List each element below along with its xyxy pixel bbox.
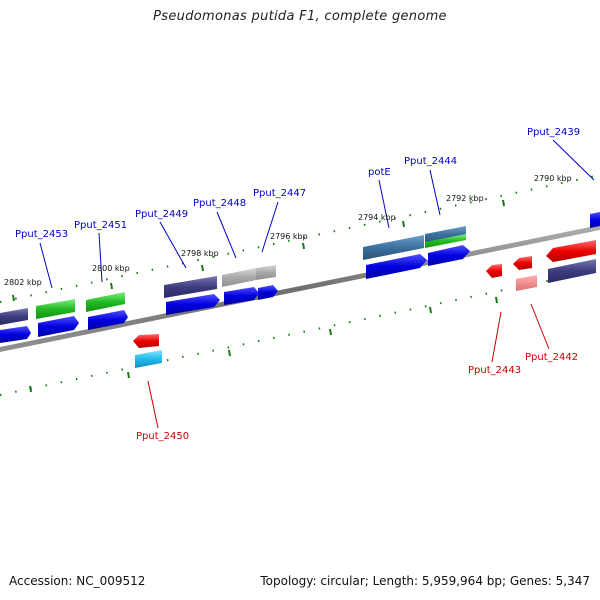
- map-title: Pseudomonas putida F1, complete genome: [153, 9, 447, 24]
- genome-backbone: [0, 225, 600, 352]
- feature-green-2444: [425, 234, 466, 248]
- gene-label-pput-2444[interactable]: Pput_2444: [404, 156, 457, 167]
- feature-green-2453: [36, 299, 75, 319]
- gene-labels: Pput_2453 Pput_2451 Pput_2449 Pput_2448 …: [15, 127, 580, 442]
- feature-pink-2442: [516, 275, 537, 291]
- cds-pput-2454: [0, 326, 31, 343]
- feature-steel-2444: [425, 226, 466, 243]
- cds-pput-2447: [258, 285, 278, 300]
- tick-label-2796: 2796 kbp: [270, 232, 308, 241]
- gene-label-pput-2442[interactable]: Pput_2442: [525, 352, 578, 363]
- tick-label-2792: 2792 kbp: [446, 194, 484, 203]
- cds-pote: [366, 254, 427, 279]
- tick-label-2798: 2798 kbp: [181, 249, 219, 258]
- feature-navy-2449: [164, 276, 217, 298]
- genome-summary-text: Topology: circular; Length: 5,959,964 bp…: [260, 574, 590, 588]
- tick-label-2794: 2794 kbp: [358, 213, 396, 222]
- tick-label-2802: 2802 kbp: [4, 278, 42, 287]
- inner-major-ticks: [29, 296, 498, 393]
- tick-labels: 2802 kbp 2800 kbp 2798 kbp 2796 kbp 2794…: [4, 174, 572, 287]
- gene-label-pput-2447[interactable]: Pput_2447: [253, 188, 306, 199]
- gene-label-pput-2448[interactable]: Pput_2448: [193, 198, 246, 209]
- feature-navy-1: [0, 308, 28, 325]
- feature-gray-2448: [222, 268, 256, 287]
- feature-cyan-2450: [135, 350, 162, 368]
- gene-label-pput-2450[interactable]: Pput_2450: [136, 431, 189, 442]
- gene-label-pput-2453[interactable]: Pput_2453: [15, 229, 68, 240]
- cds-pput-2444: [428, 245, 470, 266]
- cds-pput-2448: [224, 287, 259, 305]
- cds-pput-2451: [88, 310, 128, 330]
- gene-label-pput-2449[interactable]: Pput_2449: [135, 209, 188, 220]
- tick-label-2790: 2790 kbp: [534, 174, 572, 183]
- label-leader-lines: [39, 139, 595, 429]
- feature-steel-pote: [363, 235, 424, 260]
- accession-text: Accession: NC_009512: [9, 574, 146, 588]
- outer-major-ticks: [12, 199, 505, 302]
- cds-pput-2442: [513, 256, 532, 270]
- forward-feature-track: [0, 226, 466, 325]
- cds-pput-2449: [166, 294, 220, 315]
- reverse-feature-track: [135, 259, 596, 368]
- cds-pput-2443: [486, 264, 502, 278]
- cds-pput-2453: [38, 316, 79, 337]
- cds-pput-2439: [590, 212, 600, 228]
- feature-gray-2447: [256, 265, 276, 280]
- reverse-cds-track: [133, 240, 596, 348]
- gene-label-pput-2451[interactable]: Pput_2451: [74, 220, 127, 231]
- feature-green-2451: [86, 292, 125, 312]
- feature-navy-large: [548, 259, 596, 283]
- cds-pput-2450: [133, 334, 159, 348]
- gene-label-pote[interactable]: potE: [368, 167, 391, 178]
- gene-label-pput-2443[interactable]: Pput_2443: [468, 365, 521, 376]
- cds-red-large: [546, 240, 596, 262]
- gene-label-pput-2439[interactable]: Pput_2439: [527, 127, 580, 138]
- tick-label-2800: 2800 kbp: [92, 264, 130, 273]
- forward-cds-track: [0, 212, 600, 343]
